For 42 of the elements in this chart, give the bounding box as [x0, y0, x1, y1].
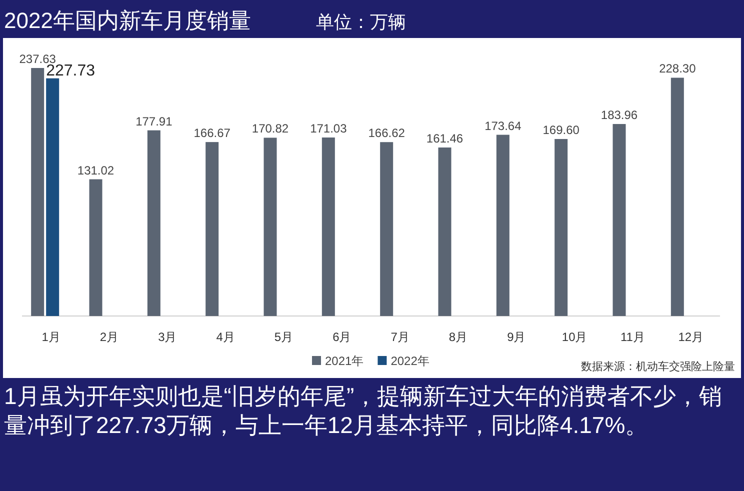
x-tick-label: 6月: [332, 330, 352, 344]
bar: [322, 138, 335, 316]
bar: [670, 78, 684, 316]
x-tick-label: 10月: [562, 330, 588, 344]
data-label: 177.91: [136, 114, 173, 128]
chart-title: 2022年国内新车月度销量: [4, 8, 251, 33]
text: 1月虽为开年实则也是“旧岁的年尾”，提辆新车过大年的消费者不少，销量冲到了227.73万辆，与上一年12月基本持平，同比降4.17%。: [4, 382, 724, 440]
bar: [46, 78, 60, 316]
data-label: 131.02: [77, 163, 114, 178]
x-tick-label: 4月: [216, 330, 235, 344]
data-label: 166.62: [368, 126, 406, 140]
x-tick-label: 2月: [100, 330, 119, 344]
data-label: 161.46: [426, 131, 464, 146]
x-tick-label: 8月: [448, 330, 468, 344]
data-label: 183.96: [600, 108, 638, 122]
x-tick-label: 3月: [158, 330, 177, 344]
x-tick-label: 1月: [42, 330, 60, 344]
bar: [554, 139, 568, 316]
legend-label: 2021年: [325, 354, 364, 368]
source-note: 数据来源：机动车交强险上险量: [581, 360, 735, 373]
x-tick-label: 7月: [390, 330, 410, 344]
bar: [496, 134, 510, 316]
chart-subtitle: 单位：万辆: [316, 12, 406, 32]
bar: [438, 147, 452, 316]
bar: [380, 142, 394, 316]
x-tick-label: 9月: [507, 330, 526, 344]
x-tick-label: 11月: [620, 330, 645, 344]
bar: [612, 124, 626, 316]
data-label: 171.03: [310, 122, 348, 136]
x-tick-label: 12月: [678, 330, 704, 344]
data-label: 173.64: [484, 118, 522, 133]
bar: [206, 142, 219, 316]
data-label: 169.60: [542, 123, 580, 137]
data-label: 170.82: [252, 122, 289, 136]
data-label: 166.67: [194, 126, 231, 140]
bar: [89, 179, 102, 316]
data-label: 228.30: [659, 62, 696, 76]
x-tick-label: 5月: [274, 330, 294, 344]
legend-label: 2022年: [390, 354, 430, 368]
bar: [147, 130, 160, 316]
bar: [264, 138, 277, 316]
bar: [31, 68, 44, 316]
